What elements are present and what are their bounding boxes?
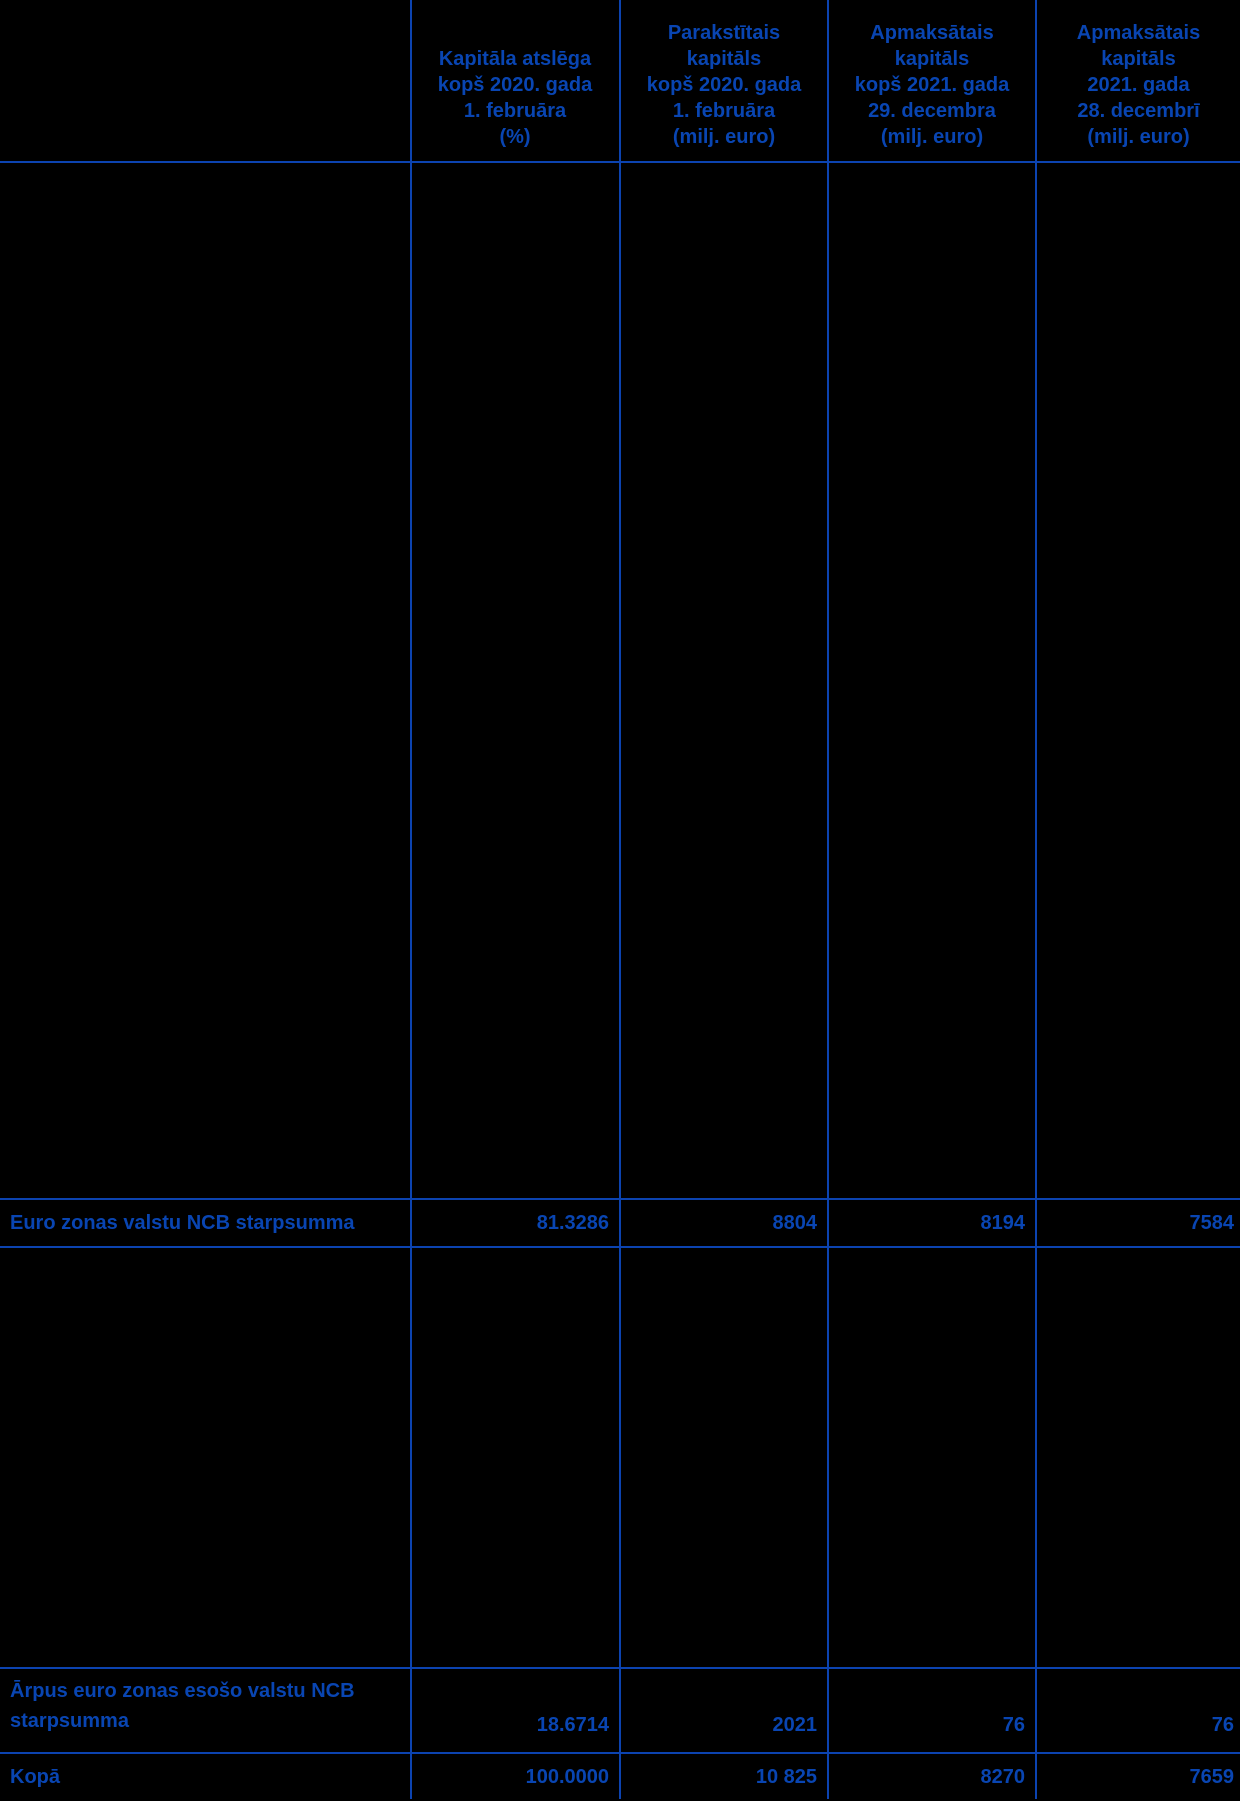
header-line: kapitāls (894, 48, 970, 70)
cell-paid-up-capital-2021-dec28: 7584 (1189, 1211, 1235, 1234)
cell-subscribed-capital: 10 825 (755, 1766, 817, 1788)
header-line: Apmaksātais (1076, 22, 1201, 44)
row-euro-area-subtotal: Euro zonas valstu NCB starpsumma 81.3286… (0, 1200, 1240, 1246)
header-line: kapitāls (1101, 48, 1176, 70)
column-header-paid-up-capital-since-2021: Apmaksātais kapitāls kopš 2021. gada 29.… (829, 20, 1035, 150)
cell-paid-up-capital-2021-dec28: 76 (1211, 1713, 1234, 1736)
header-line: 2021. gada (1087, 74, 1190, 96)
row-total: Kopā 100.0000 10 825 8270 7659 (0, 1754, 1240, 1801)
cell-capital-key: 100.0000 (525, 1766, 609, 1788)
cell-paid-up-capital-since-2021: 8270 (980, 1766, 1026, 1788)
cell-capital-key: 18.6714 (536, 1713, 609, 1736)
row-label: Ārpus euro zonas esošo valstu NCB starps… (10, 1680, 355, 1732)
column-header-paid-up-capital-2021-dec28: Apmaksātais kapitāls 2021. gada 28. dece… (1037, 20, 1240, 150)
column-divider (619, 0, 621, 1799)
row-divider (0, 1198, 1240, 1200)
header-line: kopš 2020. gada (646, 74, 802, 96)
row-non-euro-area-subtotal: Ārpus euro zonas esošo valstu NCB starps… (0, 1669, 1240, 1752)
header-line: Kapitāla atslēga (438, 48, 592, 70)
header-line: 29. decembra (868, 100, 996, 122)
column-divider (827, 0, 829, 1799)
cell-subscribed-capital: 2021 (772, 1713, 818, 1736)
row-label: Euro zonas valstu NCB starpsumma (10, 1211, 355, 1234)
header-line: Parakstītais (667, 22, 781, 44)
column-divider (410, 0, 412, 1799)
row-divider (0, 1246, 1240, 1248)
row-label: Kopā (10, 1766, 60, 1788)
header-bottom-border (0, 161, 1240, 163)
row-divider (0, 1667, 1240, 1669)
column-divider (1035, 0, 1037, 1799)
header-line: kopš 2020. gada (437, 74, 593, 96)
header-line: Apmaksātais (870, 22, 994, 44)
header-line: 1. februāra (463, 100, 567, 122)
header-line: kapitāls (686, 48, 762, 70)
header-line: (%) (499, 126, 531, 148)
header-line: 28. decembrī (1077, 100, 1200, 122)
cell-capital-key: 81.3286 (536, 1211, 609, 1234)
header-line: (milj. euro) (880, 126, 984, 148)
header-line: 1. februāra (672, 100, 776, 122)
column-header-subscribed-capital: Parakstītais kapitāls kopš 2020. gada 1.… (621, 20, 827, 150)
cell-paid-up-capital-2021-dec28: 7659 (1189, 1766, 1235, 1788)
row-divider (0, 1752, 1240, 1754)
header-line: kopš 2021. gada (854, 74, 1010, 96)
cell-paid-up-capital-since-2021: 76 (1002, 1713, 1025, 1736)
cell-subscribed-capital: 8804 (772, 1211, 818, 1234)
header-line: (milj. euro) (1087, 126, 1190, 148)
cell-paid-up-capital-since-2021: 8194 (980, 1211, 1026, 1234)
column-header-capital-key: Kapitāla atslēga kopš 2020. gada 1. febr… (412, 46, 618, 150)
header-line: (milj. euro) (672, 126, 776, 148)
table-header: Kapitāla atslēga kopš 2020. gada 1. febr… (0, 0, 1240, 161)
